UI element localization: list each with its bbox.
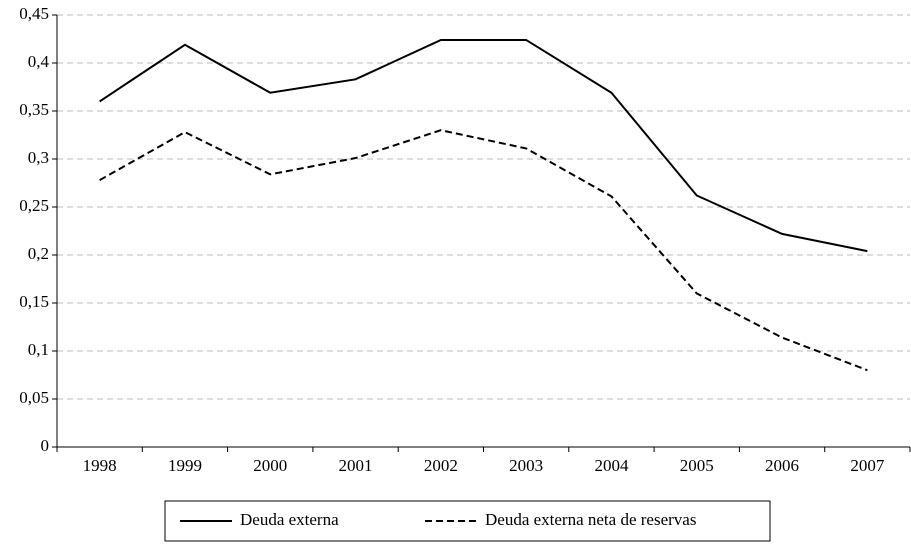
x-tick-label: 1999 — [168, 456, 202, 475]
x-tick-label: 2004 — [594, 456, 629, 475]
legend-label: Deuda externa neta de reservas — [485, 510, 696, 529]
y-tick-label: 0,25 — [19, 196, 49, 215]
x-tick-label: 2006 — [765, 456, 799, 475]
y-tick-label: 0,3 — [28, 148, 49, 167]
y-tick-label: 0,4 — [28, 52, 50, 71]
series-line — [99, 38, 868, 253]
legend-box — [164, 500, 771, 542]
x-tick-label: 2002 — [424, 456, 458, 475]
y-tick-label: 0,05 — [19, 388, 49, 407]
x-tick-label: 2005 — [680, 456, 714, 475]
x-tick-label: 2007 — [850, 456, 885, 475]
series-line — [99, 129, 868, 372]
x-tick-label: 2001 — [339, 456, 373, 475]
legend-label: Deuda externa — [240, 510, 339, 529]
y-tick-label: 0,15 — [19, 292, 49, 311]
y-tick-label: 0,1 — [28, 340, 49, 359]
y-tick-label: 0,35 — [19, 100, 49, 119]
x-tick-label: 1998 — [83, 456, 117, 475]
x-tick-label: 2003 — [509, 456, 543, 475]
x-tick-label: 2000 — [253, 456, 287, 475]
y-tick-label: 0,2 — [28, 244, 49, 263]
y-tick-label: 0 — [41, 436, 50, 455]
y-tick-label: 0,45 — [19, 4, 49, 23]
